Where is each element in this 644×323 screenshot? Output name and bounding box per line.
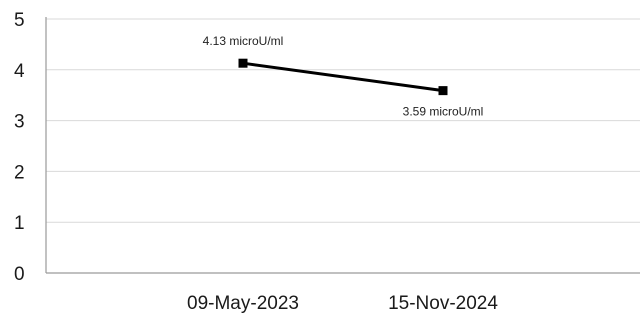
- data-label-0: 4.13 microU/ml: [203, 34, 284, 48]
- data-point-0: [238, 58, 248, 68]
- x-tick-label-1: 15-Nov-2024: [388, 293, 498, 314]
- data-labels: 4.13 microU/ml 3.59 microU/ml: [203, 34, 484, 118]
- series: [238, 58, 448, 96]
- data-point-1: [438, 86, 448, 96]
- y-tick-label-5: 5: [14, 10, 25, 31]
- series-line-0: [242, 61, 444, 93]
- y-axis-tick-labels: 0 1 2 3 4 5: [14, 10, 25, 285]
- x-tick-label-0: 09-May-2023: [187, 293, 299, 314]
- y-tick-label-1: 1: [14, 213, 25, 234]
- y-tick-label-0: 0: [14, 264, 25, 285]
- axes: [45, 17, 640, 274]
- x-axis-tick-labels: 09-May-2023 15-Nov-2024: [187, 293, 498, 314]
- gridlines: [46, 18, 640, 223]
- data-label-1: 3.59 microU/ml: [403, 105, 484, 119]
- y-tick-label-2: 2: [14, 162, 25, 183]
- y-tick-label-3: 3: [14, 112, 25, 133]
- y-tick-label-4: 4: [14, 61, 25, 82]
